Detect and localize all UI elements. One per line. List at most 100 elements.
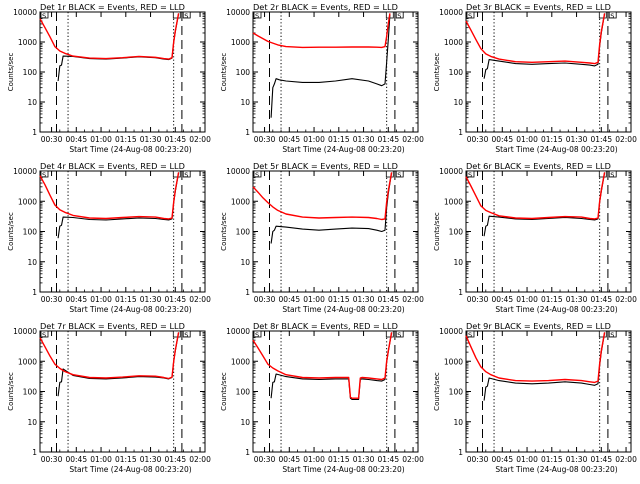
marker-label: S <box>610 12 614 20</box>
y-tick-label: 1000 <box>444 197 463 206</box>
y-tick-label: 10000 <box>226 327 250 336</box>
x-tick-label: 01:00 <box>303 295 325 304</box>
x-tick-label: 00:30 <box>467 295 489 304</box>
x-tick-label: 01:00 <box>90 295 112 304</box>
x-tick-label: 01:45 <box>377 295 399 304</box>
x-tick-label: 00:45 <box>65 295 87 304</box>
panel-det-4r: Det 4r BLACK = Events, RED = LLD 1 10 100 10… <box>7 161 211 314</box>
marker-box <box>182 11 191 19</box>
marker-label: S <box>42 12 46 20</box>
marker-box <box>253 330 262 338</box>
x-tick-label: 01:30 <box>353 295 375 304</box>
y-tick-label: 1000 <box>231 357 250 366</box>
marker-box <box>253 11 262 19</box>
x-tick-label: 01:15 <box>541 455 563 464</box>
y-tick-label: 100 <box>23 68 38 77</box>
y-tick-label: 1000 <box>444 357 463 366</box>
x-tick-label: 00:45 <box>491 295 513 304</box>
panel-title: Det 1r BLACK = Events, RED = LLD <box>40 2 185 12</box>
x-tick-label: 02:00 <box>402 295 424 304</box>
y-axis-label: Counts/sec <box>433 372 441 411</box>
y-tick-label: 100 <box>236 68 251 77</box>
x-tick-label: 01:15 <box>541 135 563 144</box>
x-tick-label: 01:45 <box>590 295 612 304</box>
x-tick-label: 00:45 <box>278 135 300 144</box>
y-tick-label: 1000 <box>18 197 37 206</box>
y-tick-label: 10000 <box>13 167 37 176</box>
x-tick-label: 01:15 <box>115 295 137 304</box>
x-tick-label: 01:45 <box>164 295 186 304</box>
x-tick-label: 01:15 <box>328 295 350 304</box>
x-tick-label: 01:30 <box>566 295 588 304</box>
y-axis-label: Counts/sec <box>220 53 228 92</box>
x-tick-label: 00:45 <box>65 135 87 144</box>
series-events-line <box>57 172 180 239</box>
plot-frame <box>39 330 206 453</box>
marker-box <box>253 170 262 178</box>
x-tick-label: 00:30 <box>41 295 63 304</box>
plot-frame <box>465 330 632 453</box>
y-axis-label: Counts/sec <box>220 372 228 411</box>
marker-box <box>608 170 617 178</box>
x-tick-label: 01:15 <box>115 135 137 144</box>
plot-frame <box>252 330 419 453</box>
y-tick-label: 10 <box>27 258 37 267</box>
series-events-line <box>483 13 606 79</box>
y-tick-label: 1 <box>32 448 37 457</box>
y-tick-label: 1000 <box>444 38 463 47</box>
y-axis-label: Counts/sec <box>7 53 15 92</box>
y-tick-label: 10 <box>453 98 463 107</box>
x-tick-label: 01:00 <box>516 295 538 304</box>
x-axis-label: Start Time (24-Aug-08 00:23:20) <box>69 145 191 154</box>
y-tick-label: 100 <box>449 68 464 77</box>
marker-label: S <box>397 171 401 179</box>
plot-frame <box>39 170 206 293</box>
panel-title: Det 3r BLACK = Events, RED = LLD <box>466 2 611 12</box>
y-tick-label: 10 <box>240 98 250 107</box>
y-tick-label: 10000 <box>439 167 463 176</box>
marker-label: S <box>255 331 259 339</box>
x-tick-label: 01:15 <box>541 295 563 304</box>
marker-box <box>608 11 617 19</box>
y-tick-label: 100 <box>23 228 38 237</box>
plot-frame <box>39 11 206 133</box>
y-tick-label: 100 <box>236 228 251 237</box>
x-tick-label: 01:00 <box>516 135 538 144</box>
marker-box <box>598 11 607 19</box>
x-tick-label: 01:30 <box>566 135 588 144</box>
y-tick-label: 10 <box>453 258 463 267</box>
y-tick-label: 10 <box>27 98 37 107</box>
series-lld-line <box>252 13 391 49</box>
series-lld-line <box>465 13 606 65</box>
panel-det-2r: Det 2r BLACK = Events, RED = LLD 1 10 100 10… <box>220 2 424 154</box>
x-tick-label: 00:30 <box>467 455 489 464</box>
panel-title: Det 9r BLACK = Events, RED = LLD <box>466 321 611 331</box>
x-tick-label: 01:00 <box>90 455 112 464</box>
y-tick-label: 100 <box>236 388 251 397</box>
marker-label: S <box>397 12 401 20</box>
x-tick-label: 01:00 <box>303 455 325 464</box>
x-tick-label: 00:45 <box>491 455 513 464</box>
x-axis-label: Start Time (24-Aug-08 00:23:20) <box>495 145 617 154</box>
y-tick-label: 1000 <box>18 38 37 47</box>
y-tick-label: 1000 <box>231 38 250 47</box>
x-tick-label: 00:30 <box>254 135 276 144</box>
panel-det-1r: Det 1r BLACK = Events, RED = LLD 1 10 100 10… <box>7 2 211 154</box>
marker-box <box>466 330 475 338</box>
marker-box <box>395 330 404 338</box>
series-lld-line <box>465 172 606 220</box>
series-lld-line <box>465 332 606 384</box>
panel-det-8r: Det 8r BLACK = Events, RED = LLD 1 10 100 10… <box>220 321 424 474</box>
y-tick-label: 1 <box>32 128 37 137</box>
marker-label: S <box>255 12 259 20</box>
y-tick-label: 10000 <box>439 327 463 336</box>
marker-label: S <box>468 171 472 179</box>
marker-label: S <box>42 171 46 179</box>
y-tick-label: 10 <box>240 258 250 267</box>
x-tick-label: 00:45 <box>65 455 87 464</box>
marker-label: S <box>610 171 614 179</box>
x-tick-label: 01:45 <box>377 135 399 144</box>
x-tick-label: 01:15 <box>328 135 350 144</box>
panel-title: Det 8r BLACK = Events, RED = LLD <box>253 321 398 331</box>
x-tick-label: 01:30 <box>566 455 588 464</box>
